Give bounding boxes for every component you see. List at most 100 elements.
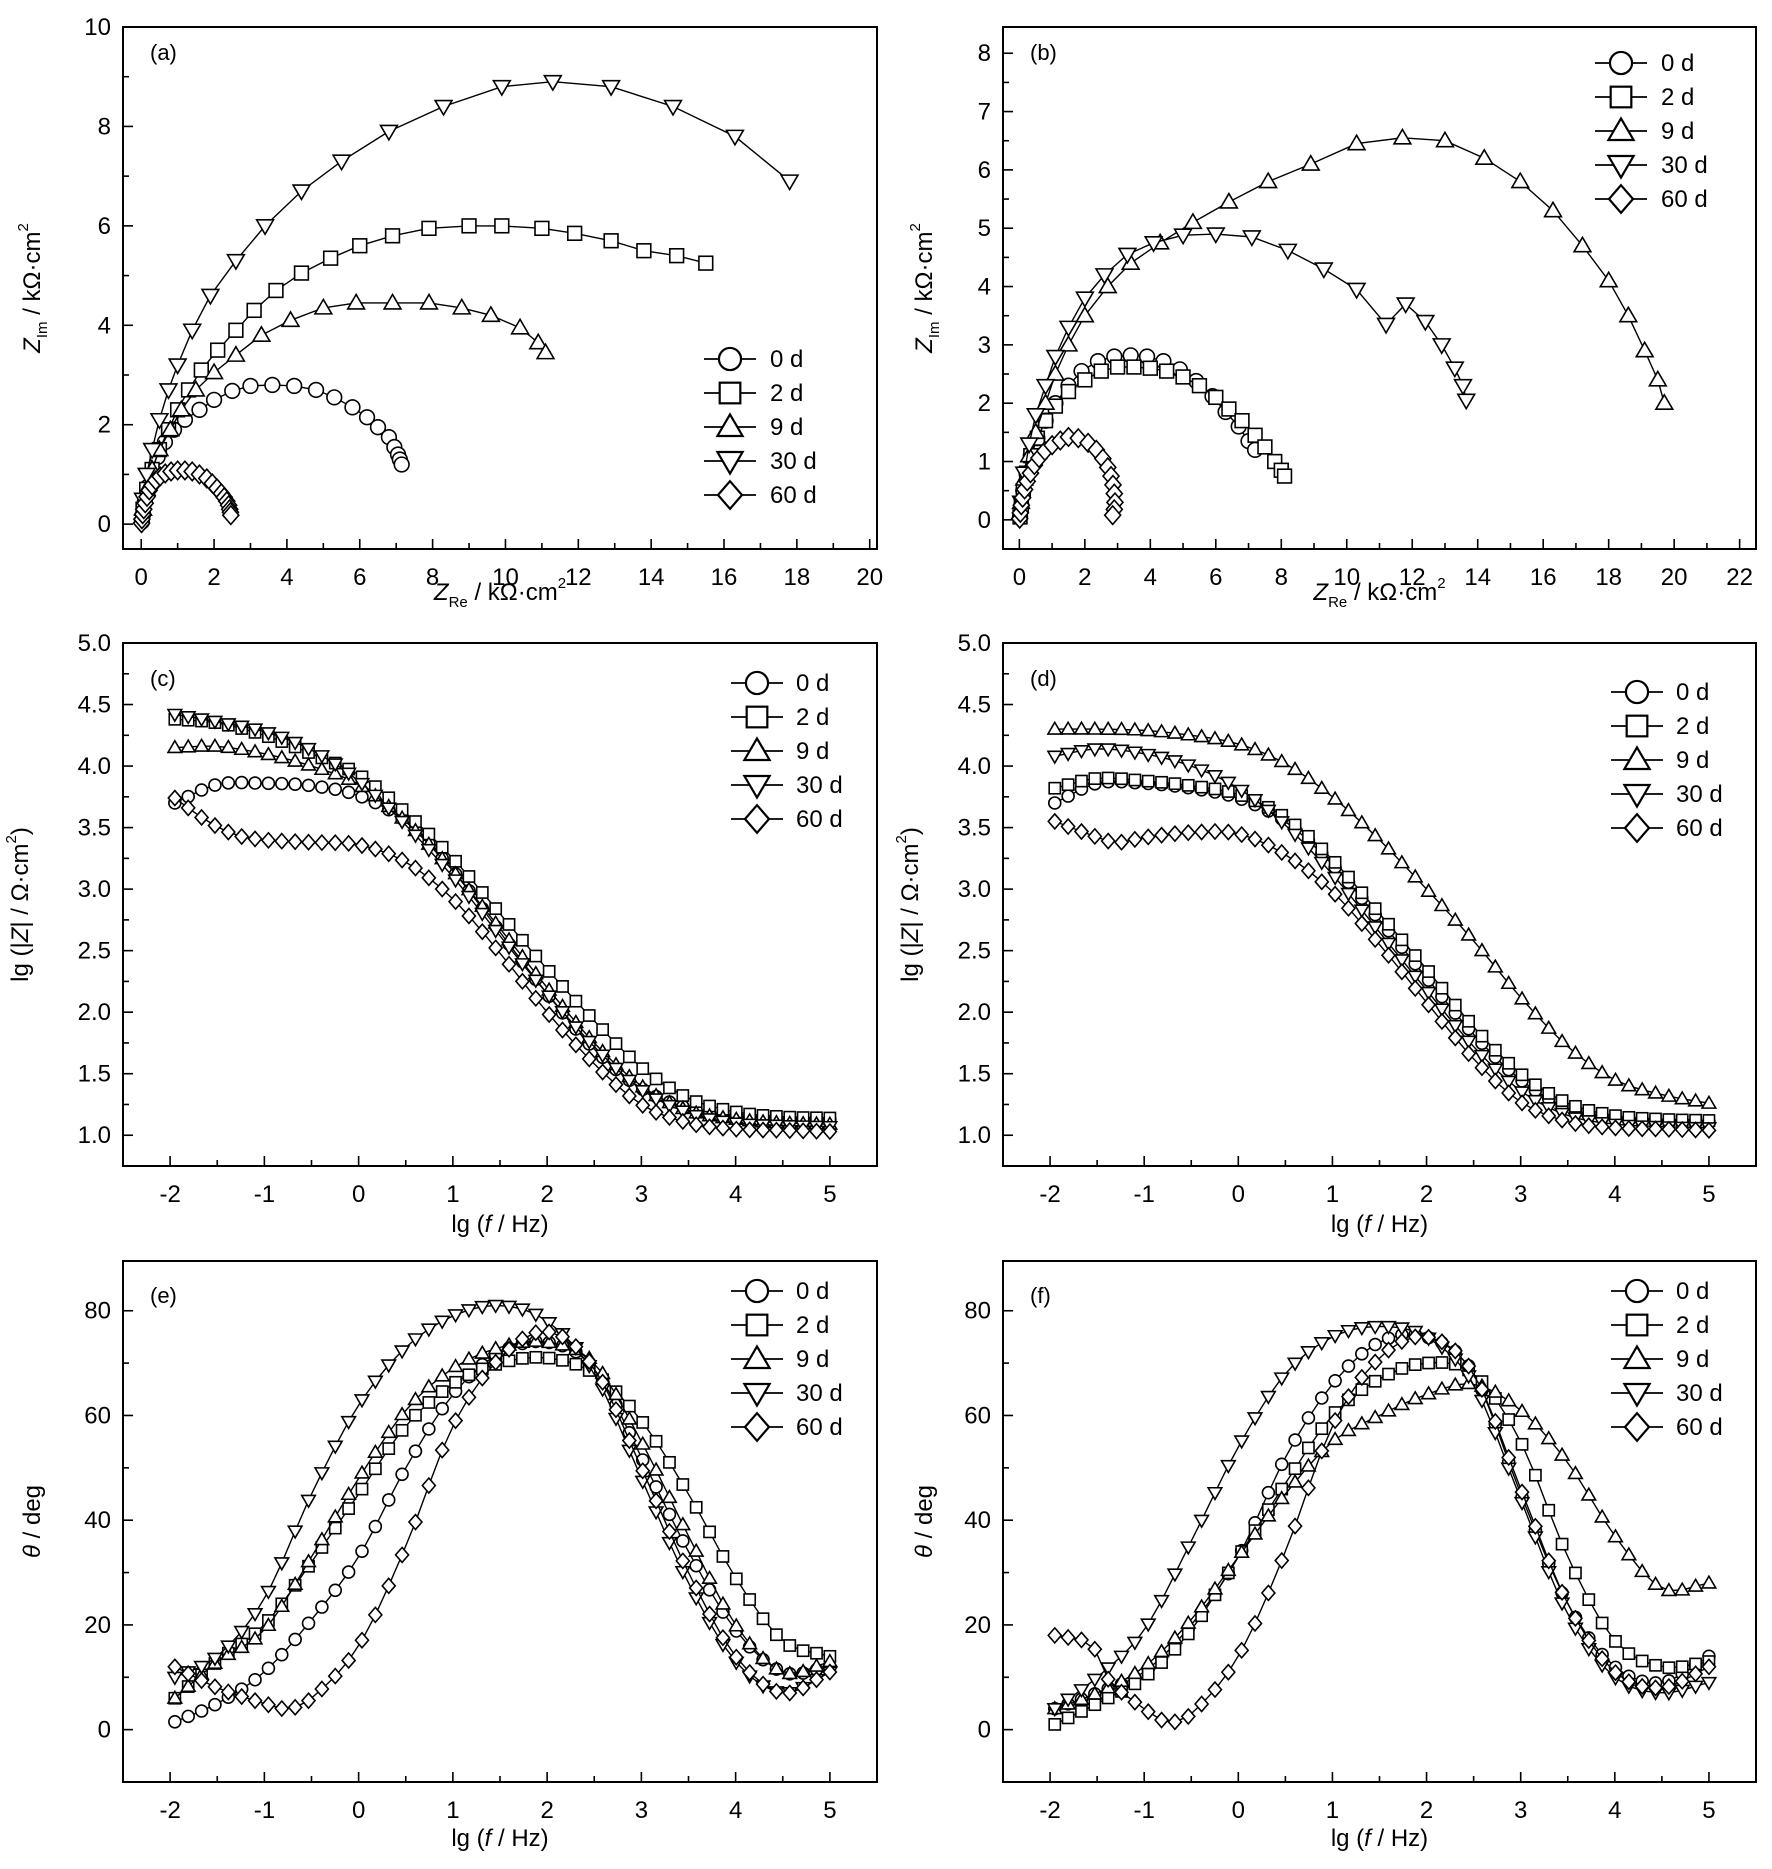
data-point [407,859,424,877]
x-tick-label: 6 [353,564,366,591]
data-point [1569,1099,1582,1113]
data-point [528,1324,544,1342]
data-point [1073,822,1090,841]
data-point [1287,852,1303,870]
data-point [1688,1665,1704,1683]
data-point [1273,1372,1290,1387]
data-point [420,843,438,858]
data-point [1488,1043,1502,1057]
data-point [1191,378,1208,394]
data-point [514,1303,531,1318]
data-point [1326,1431,1344,1446]
data-point [1421,1328,1437,1346]
data-point [1220,1663,1236,1681]
legend-marker [1609,85,1633,109]
data-point [233,1639,250,1654]
data-point [1166,755,1184,770]
data-point [1166,1568,1184,1583]
y-tick-label: 1 [978,449,991,476]
data-point [1435,1356,1449,1369]
data-point [1075,774,1088,788]
data-point [1233,736,1250,751]
y-tick-label: 6 [98,213,111,240]
data-point [1061,789,1075,803]
data-point [1447,1029,1463,1047]
data-point [781,1665,798,1680]
data-point [1633,1563,1651,1578]
legend-label: 60 d [1661,186,1708,213]
data-point [1380,1402,1397,1417]
data-point [1060,817,1076,836]
data-point [795,1679,811,1697]
x-tick-label: -1 [254,1181,275,1208]
data-point [273,1557,291,1572]
data-point [540,1334,558,1349]
data-point [160,419,181,437]
data-point [1167,824,1183,843]
legend-label: 30 d [796,772,843,799]
data-point [725,129,745,147]
data-point [344,399,361,416]
data-point [326,389,343,406]
data-point [742,1663,758,1682]
legend-item: 60 d [704,479,817,511]
svg-text:lg (f / Hz): lg (f / Hz) [451,1211,548,1238]
data-point [1353,1322,1371,1337]
data-point [1514,1483,1530,1501]
data-point [535,342,556,360]
data-point [1073,1631,1090,1649]
data-point [221,776,236,790]
data-point [382,1442,396,1455]
data-point [501,1340,517,1358]
legend-label: 9 d [1676,1346,1709,1373]
data-point [1674,1672,1690,1690]
y-axis-title-superscript: 2 [907,223,924,231]
data-point [1474,1059,1490,1077]
data-point [1447,1376,1464,1391]
data-point [474,1344,491,1359]
legend-item: 60 d [1611,812,1723,844]
data-point [1088,772,1102,785]
legend: 0 d 2 d 9 d 30 d 60 d [1611,679,1723,844]
data-point [741,1635,758,1650]
data-point [167,1658,183,1676]
data-point [407,1513,424,1531]
data-point [200,288,221,306]
data-point [1287,1517,1303,1535]
x-tick-label: 1 [446,1797,459,1824]
data-point [393,456,410,473]
data-point [808,1122,825,1140]
y-tick-label: 40 [84,1507,111,1534]
data-point [648,1103,664,1121]
data-point [714,1595,732,1610]
data-point [1701,1658,1717,1676]
data-point [1061,1711,1075,1725]
data-point [1274,1551,1290,1570]
data-point [1368,1374,1382,1388]
data-point [675,1112,691,1131]
data-point [327,758,344,773]
data-point [1302,1441,1315,1455]
y-axis-title-prefix: lg (| [7,942,34,982]
data-point [1647,369,1668,387]
x-tick-label: -1 [254,1797,275,1824]
legend-label: 9 d [1661,118,1694,145]
data-point [1153,723,1170,738]
data-point [1594,1650,1610,1668]
data-point [728,1617,745,1632]
data-point [1073,1684,1090,1699]
data-point [1045,364,1066,381]
data-point [220,1640,237,1655]
data-point [1103,504,1122,526]
y-axis-title-superscript: 2 [15,223,32,231]
data-point [394,1546,410,1564]
data-point [327,765,344,780]
data-point [353,1394,371,1409]
data-point [261,1661,276,1676]
data-point [1155,775,1168,789]
data-point [1366,1409,1384,1424]
x-tick-label: 20 [856,564,883,591]
data-point [286,736,304,751]
data-point [208,778,222,792]
x-tick-label: 0 [135,564,148,591]
